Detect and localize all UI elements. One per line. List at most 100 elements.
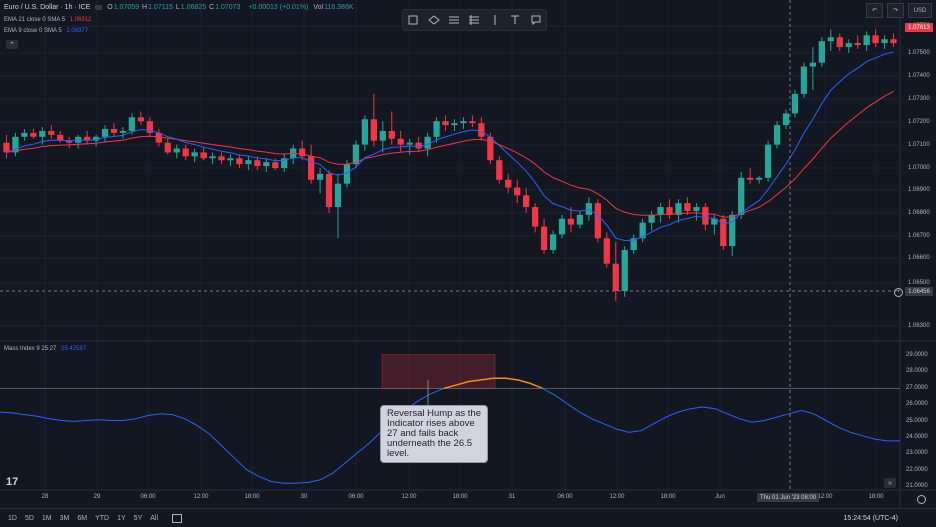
price-tick-label: 1.06900 <box>908 187 930 193</box>
top-right-controls: ↶ ↷ USD <box>866 3 932 18</box>
price-tick-label: 1.06600 <box>908 255 930 261</box>
ohlc-value: 1.06825 <box>180 4 207 11</box>
parallel-channel-icon[interactable] <box>467 13 481 27</box>
time-tick-label: 28 <box>41 494 49 500</box>
candle-body <box>137 117 145 122</box>
candle-body <box>487 136 494 161</box>
candle-body <box>119 130 127 133</box>
price-tick-label: 1.07000 <box>908 165 930 171</box>
market-status-icon <box>95 4 103 10</box>
candle-body <box>155 132 162 143</box>
volume-label: Vol <box>313 4 324 11</box>
candle-body <box>3 142 10 153</box>
ohlc-value: 1.07059 <box>113 4 140 11</box>
mass-index-legend[interactable]: Mass Index 9 25 27 25.42587 <box>4 346 89 352</box>
current-price-tag: 1.07613 <box>905 23 933 32</box>
ohlc-values: O1.07059 H1.07115 L1.06825 C1.07073 <box>107 4 243 11</box>
candle-body <box>496 160 503 180</box>
candle-body <box>711 218 718 225</box>
ohlc-key: O <box>107 4 113 11</box>
range-button[interactable]: 6M <box>77 514 88 522</box>
text-icon[interactable] <box>508 13 522 27</box>
range-button[interactable]: 5D <box>24 514 34 522</box>
indicator-tick-label: 25.0000 <box>906 418 928 424</box>
ohlc-value: 1.07073 <box>215 4 241 11</box>
currency-button[interactable]: USD <box>908 3 932 18</box>
price-tick-label: 1.06700 <box>908 233 930 239</box>
time-tick-label: 12:00 <box>193 494 209 500</box>
range-button[interactable]: YTD <box>95 514 110 522</box>
range-button[interactable]: 5Y <box>133 514 143 522</box>
settings-gear-icon[interactable] <box>917 495 926 504</box>
candle-body <box>316 173 324 180</box>
collapse-legend-button[interactable]: ⌃ <box>6 40 18 49</box>
candle-body <box>424 136 431 149</box>
clock-time[interactable]: 15:24:54 (UTC-4) <box>843 514 898 522</box>
candle-body <box>881 39 888 44</box>
range-button[interactable]: All <box>150 514 159 522</box>
candle-body <box>505 179 512 188</box>
ema21-label: EMA 21 close 0 SMA 5 <box>4 17 66 23</box>
candle-body <box>325 173 333 208</box>
range-button[interactable]: 1D <box>8 514 17 522</box>
candle-body <box>21 132 28 137</box>
mass-index-label: Mass Index 9 25 27 <box>4 346 57 352</box>
candle-body <box>800 66 808 94</box>
range-button[interactable]: 1M <box>41 514 52 522</box>
annotation-callout[interactable]: Reversal Hump as the Indicator rises abo… <box>380 405 488 463</box>
ema9-legend[interactable]: EMA 9 close 0 SMA 5 1.06977 <box>4 28 91 34</box>
callout-icon[interactable] <box>529 13 543 27</box>
rectangle-icon[interactable] <box>406 13 420 27</box>
fib-icon[interactable] <box>447 13 461 27</box>
candle-body <box>397 138 404 145</box>
range-button[interactable]: 1Y <box>117 514 126 522</box>
candle-body <box>845 43 852 48</box>
symbol-title[interactable]: Euro / U.S. Dollar · 1h · ICE <box>4 4 91 11</box>
range-button[interactable]: 3M <box>59 514 70 522</box>
calendar-icon[interactable] <box>172 513 183 523</box>
redo-icon[interactable]: ↷ <box>887 3 904 18</box>
price-tick-label: 1.07500 <box>908 50 930 56</box>
candle-body <box>684 203 691 211</box>
indicator-tick-label: 27.0000 <box>906 385 928 391</box>
candle-body <box>773 125 781 145</box>
candle-body <box>370 119 377 141</box>
cursor-time-tag: Thu 01 Jun '23 08:00 <box>757 493 820 502</box>
change-value: +0.00013 (+0.01%) <box>248 4 309 11</box>
price-tick-label: 1.06800 <box>908 210 930 216</box>
candle-body <box>343 164 351 184</box>
price-tick-label: 1.06500 <box>908 280 930 286</box>
vertical-line-icon[interactable] <box>488 13 502 27</box>
crosshair-plus-icon[interactable]: + <box>894 288 903 297</box>
price-tick-label: 1.07200 <box>908 119 930 125</box>
undo-icon[interactable]: ↶ <box>866 3 883 18</box>
candle-body <box>666 207 673 215</box>
time-tick-label: 12:00 <box>401 494 417 500</box>
candle-body <box>872 35 879 44</box>
indicator-tick-label: 23.0000 <box>906 450 928 456</box>
cursor-price-tag: 1.06456 <box>905 287 933 296</box>
candle-body <box>146 121 153 133</box>
candle-body <box>827 37 834 42</box>
scroll-right-button[interactable]: » <box>884 478 896 488</box>
time-tick-label: 29 <box>93 494 101 500</box>
ema9-value: 1.06977 <box>66 28 89 34</box>
candle-body <box>531 207 539 227</box>
candle-body <box>66 140 73 143</box>
candle-body <box>836 37 843 48</box>
candle-body <box>890 39 897 44</box>
candle-body <box>863 35 870 46</box>
candle-body <box>57 134 64 141</box>
candle-body <box>603 238 610 264</box>
ohlc-value: 1.07115 <box>148 4 173 11</box>
ema21-legend[interactable]: EMA 21 close 0 SMA 5 1.06912 <box>4 17 94 23</box>
candle-body <box>639 222 646 239</box>
ellipse-icon[interactable] <box>427 13 441 27</box>
bottom-toolbar: 1D 5D 1M 3M 6M YTD 1Y 5Y All 15:24:54 (UTC-4) <box>0 508 936 527</box>
candle-body <box>164 142 171 153</box>
indicator-tick-label: 28.0000 <box>906 368 928 374</box>
candle-body <box>442 121 449 126</box>
candle-body <box>549 234 557 250</box>
candle-body <box>478 123 485 137</box>
